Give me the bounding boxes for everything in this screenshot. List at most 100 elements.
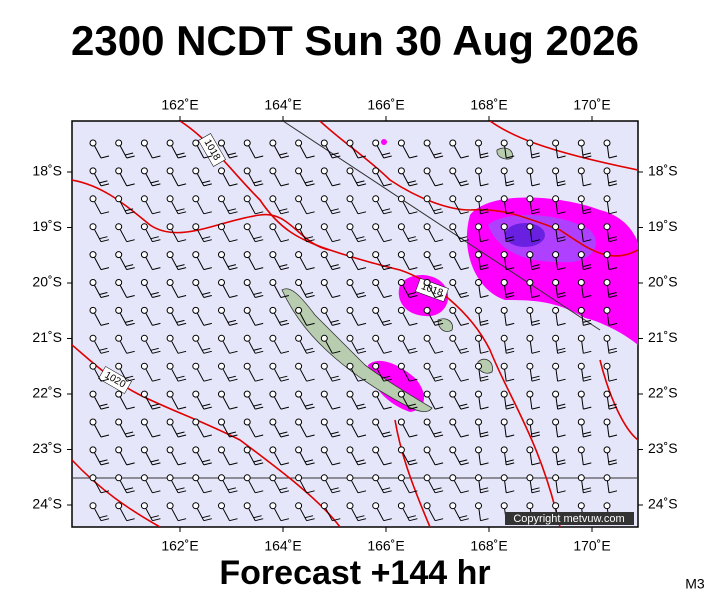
barb-station xyxy=(140,251,148,259)
barb-feather xyxy=(608,378,618,382)
isobar xyxy=(489,121,638,171)
barb-feather xyxy=(434,267,444,271)
barb-feather xyxy=(124,375,134,379)
barb-feather xyxy=(582,208,592,212)
barb-staff xyxy=(145,396,153,410)
wind-barb xyxy=(140,251,161,271)
forecast-label: Forecast +144 hr xyxy=(219,554,490,592)
wind-barb xyxy=(218,279,238,298)
barb-staff xyxy=(351,508,359,521)
barb-feather xyxy=(253,515,262,519)
barb-feather xyxy=(608,183,618,187)
barb-station xyxy=(500,251,508,259)
barb-station xyxy=(269,446,277,454)
barb-feather xyxy=(407,292,416,295)
wind-barb xyxy=(500,167,515,187)
barb-feather xyxy=(434,434,444,438)
lat-label: 21˚S xyxy=(648,329,678,345)
wind-barb xyxy=(269,390,290,410)
wind-barb xyxy=(320,418,341,438)
barb-station xyxy=(475,502,482,510)
barb-feather xyxy=(100,518,110,522)
barb-staff xyxy=(428,368,436,382)
wind-barb xyxy=(89,446,110,466)
lon-label: 162˚E xyxy=(161,97,198,113)
barb-station xyxy=(269,390,277,398)
barb-staff xyxy=(478,313,481,326)
barb-staff xyxy=(222,396,230,410)
barb-staff xyxy=(94,285,102,298)
wind-barb xyxy=(449,334,469,354)
wind-barb xyxy=(500,390,515,410)
barb-feather xyxy=(253,347,262,351)
lat-label: 24˚S xyxy=(648,496,678,512)
barb-feather xyxy=(306,183,315,187)
wind-barb xyxy=(166,195,187,215)
wind-barb xyxy=(603,418,618,438)
barb-feather xyxy=(304,459,314,463)
barb-feather xyxy=(357,211,367,215)
barb-feather xyxy=(150,403,159,407)
barb-feather xyxy=(357,434,367,438)
barb-station xyxy=(449,279,457,286)
wind-barb xyxy=(115,446,135,466)
barb-staff xyxy=(196,313,205,326)
barb-station xyxy=(577,167,585,175)
barb-staff xyxy=(376,201,385,215)
wind-barb xyxy=(269,334,290,354)
barb-staff xyxy=(171,368,179,382)
wind-barb xyxy=(526,139,541,159)
barb-feather xyxy=(100,295,110,298)
barb-station xyxy=(295,390,303,398)
barb-feather xyxy=(202,236,211,240)
barb-staff xyxy=(402,145,410,159)
wind-barb xyxy=(89,362,110,382)
wind-barb xyxy=(397,223,418,243)
barb-staff xyxy=(478,285,481,298)
barb-staff xyxy=(119,173,128,187)
barb-station xyxy=(243,474,251,482)
wind-barb xyxy=(218,167,238,187)
barb-feather xyxy=(279,375,288,379)
wind-barb xyxy=(89,502,110,522)
barb-feather xyxy=(557,406,566,410)
barb-staff xyxy=(478,397,481,410)
barb-staff xyxy=(606,369,610,382)
wind-barb xyxy=(397,474,418,494)
barb-staff xyxy=(529,173,533,186)
wind-barb xyxy=(166,474,187,494)
lon-label: 170˚E xyxy=(573,538,610,554)
barb-staff xyxy=(376,480,385,494)
barb-staff xyxy=(145,229,153,242)
wind-barb xyxy=(577,223,592,243)
barb-feather xyxy=(480,155,489,159)
wind-barb xyxy=(320,139,341,159)
wind-barb xyxy=(449,167,469,187)
barb-feather xyxy=(531,487,540,491)
barb-station xyxy=(243,139,251,147)
wind-barb xyxy=(500,279,515,298)
barb-feather xyxy=(505,292,514,295)
wind-barb xyxy=(500,418,515,438)
wind-barb xyxy=(89,251,110,271)
barb-station xyxy=(243,502,251,510)
barb-station xyxy=(115,195,123,203)
barb-station xyxy=(397,362,405,370)
barb-station xyxy=(449,139,457,147)
barb-staff xyxy=(196,368,205,382)
barb-staff xyxy=(325,145,333,159)
barb-staff xyxy=(145,173,153,187)
wind-barb xyxy=(243,334,264,354)
barb-staff xyxy=(428,424,436,438)
barb-staff xyxy=(529,369,533,382)
barb-staff xyxy=(428,285,436,298)
barb-feather xyxy=(177,239,187,243)
barb-station xyxy=(320,446,328,454)
barb-staff xyxy=(274,285,282,298)
barb-station xyxy=(423,195,431,203)
barb-station xyxy=(449,446,457,454)
barb-station xyxy=(397,418,405,426)
barb-staff xyxy=(145,201,153,215)
barb-feather xyxy=(434,350,444,354)
barb-staff xyxy=(94,452,102,466)
